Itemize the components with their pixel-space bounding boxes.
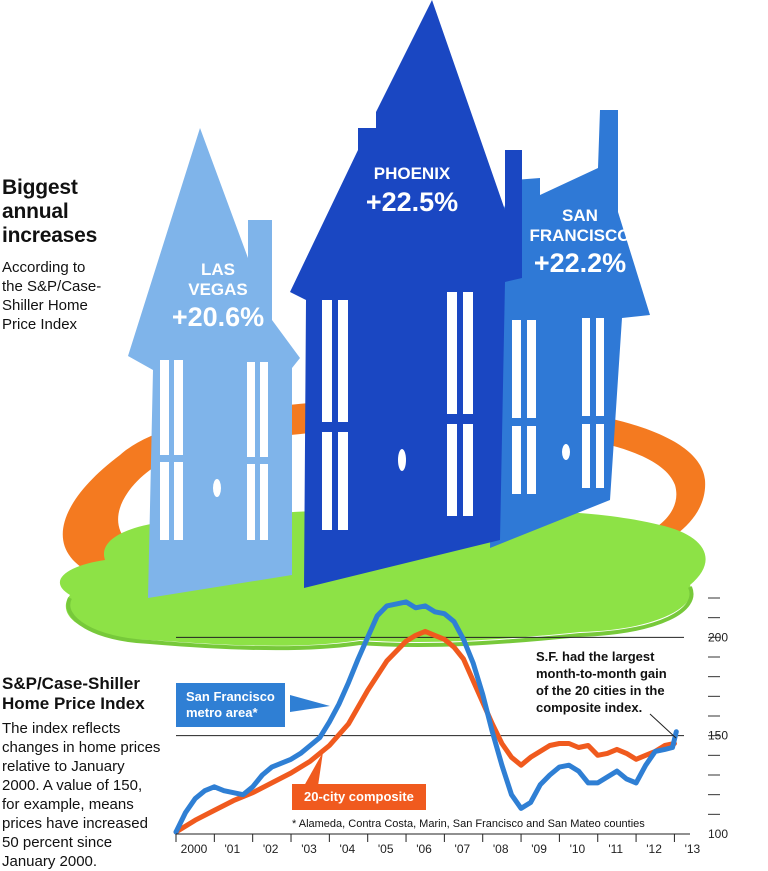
- sf-series-callout: San Francisco metro area*: [176, 683, 285, 727]
- city-name: FRANCISCO: [529, 226, 631, 245]
- x-tick-label: '11: [608, 842, 623, 856]
- index-body: prices have increased: [2, 815, 148, 832]
- city-name: SAN: [562, 206, 598, 225]
- annotation-line: S.F. had the largest: [536, 649, 655, 664]
- headline-source: Price Index: [2, 316, 78, 333]
- headline-source: According to: [2, 259, 86, 276]
- x-tick-label: '10: [570, 842, 586, 856]
- headline-block: Biggest annual increases According to th…: [2, 176, 132, 334]
- index-body: for example, means: [2, 796, 134, 813]
- series-layer: [173, 599, 679, 835]
- x-tick-label: '07: [455, 842, 471, 856]
- x-tick-label: '12: [646, 842, 662, 856]
- city-name: VEGAS: [188, 280, 248, 299]
- x-tick-label: '03: [301, 842, 317, 856]
- y-tick-label: 150: [708, 729, 728, 743]
- sf-callout-line: metro area*: [186, 705, 258, 720]
- headline-source: Shiller Home: [2, 297, 88, 314]
- y-tick-label: 100: [708, 827, 728, 841]
- las-vegas-label: LAS VEGAS +20.6%: [148, 260, 288, 334]
- sf-annotation: S.F. had the largest month-to-month gain…: [532, 646, 671, 718]
- annotation-line: composite index.: [536, 700, 643, 715]
- headline-title: Biggest: [2, 176, 78, 199]
- headline-source: the S&P/Case-: [2, 278, 102, 295]
- x-tick-label: '09: [531, 842, 547, 856]
- percent-change: +22.5%: [365, 187, 459, 217]
- x-tick-label: '06: [416, 842, 432, 856]
- city-name: PHOENIX: [373, 164, 451, 183]
- index-body: 2000. A value of 150,: [2, 777, 143, 794]
- x-tick-label: '08: [493, 842, 509, 856]
- series-line-san-francisco: [173, 599, 679, 835]
- headline-title: increases: [2, 224, 98, 247]
- percent-change: +22.2%: [533, 248, 627, 278]
- sf-callout-line: San Francisco: [186, 689, 275, 704]
- y-axis-ticks: 100 150 200: [708, 630, 728, 841]
- percent-change: +20.6%: [171, 302, 265, 332]
- annotation-line: month-to-month gain: [536, 666, 667, 681]
- composite-callout-text: 20-city composite: [304, 789, 414, 804]
- house-phoenix: [290, 0, 522, 588]
- headline-title: annual: [2, 200, 69, 223]
- index-body: relative to January: [2, 758, 125, 775]
- index-title: Home Price Index: [2, 694, 145, 713]
- house-las-vegas: [128, 128, 300, 598]
- index-title: S&P/Case-Shiller: [2, 674, 140, 693]
- reference-lines: [176, 636, 684, 737]
- annotation-line: of the 20 cities in the: [536, 683, 665, 698]
- x-axis-ticks: 2000 '01 '02 '03 '04 '05 '06 '07 '08 '09 '10 '11 '12…: [175, 833, 701, 856]
- city-name: LAS: [201, 260, 235, 279]
- x-tick-label: '05: [378, 842, 394, 856]
- grass-rim: [66, 586, 694, 651]
- x-tick-label: '02: [263, 842, 279, 856]
- index-body: The index reflects: [2, 720, 121, 737]
- chart-footnote: * Alameda, Contra Costa, Marin, San Fran…: [292, 818, 645, 830]
- x-tick-label: 2000: [181, 842, 208, 856]
- index-body: 50 percent since: [2, 834, 113, 851]
- index-body: changes in home prices: [2, 739, 161, 756]
- x-tick-label: '13: [685, 842, 701, 856]
- composite-series-callout: 20-city composite: [292, 784, 426, 810]
- y-minor-ticks: [708, 597, 720, 815]
- x-tick-label: '01: [225, 842, 241, 856]
- x-tick-label: '04: [340, 842, 356, 856]
- san-francisco-label: SAN FRANCISCO +22.2%: [510, 206, 650, 280]
- y-tick-label: 200: [708, 630, 728, 644]
- phoenix-label: PHOENIX +22.5%: [342, 164, 482, 220]
